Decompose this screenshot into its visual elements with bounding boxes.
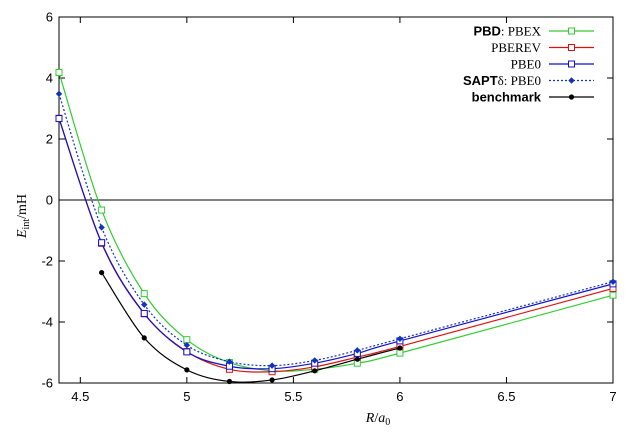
series-line	[58, 118, 614, 373]
data-point	[226, 378, 233, 385]
data-point	[312, 368, 318, 374]
legend-label: PBD: PBEX	[473, 24, 541, 39]
legend-swatch-marker	[568, 60, 575, 68]
legend-label: PBEREV	[491, 40, 541, 55]
legend-swatch-marker	[568, 94, 575, 100]
x-tick-label: 6.5	[497, 389, 515, 404]
y-tick-label: 6	[46, 10, 53, 25]
data-point	[183, 341, 191, 349]
legend-entry: benchmark	[472, 90, 594, 105]
data-point	[354, 347, 361, 354]
legend-entry: PBE0	[511, 57, 594, 72]
data-point	[268, 362, 276, 369]
data-point	[311, 357, 318, 364]
data-point	[98, 239, 106, 247]
data-point	[397, 345, 403, 351]
y-tick-label: 2	[46, 132, 53, 147]
data-point	[141, 335, 147, 341]
y-axis-label: Eint/mH	[15, 194, 32, 239]
series-4	[99, 269, 403, 385]
series-0	[55, 69, 617, 375]
y-tick-label: -2	[41, 254, 53, 269]
legend-label: benchmark	[472, 90, 542, 105]
y-tick-label: -6	[41, 376, 53, 391]
data-point	[140, 290, 148, 298]
x-tick-label: 4.5	[71, 389, 89, 404]
axis-labels: Eint/mH R/a0	[15, 194, 390, 428]
data-point	[184, 367, 190, 373]
series-line	[58, 93, 614, 367]
x-tick-label: 6	[396, 389, 403, 404]
legend-entry: PBD: PBEX	[473, 24, 594, 39]
series-group	[55, 69, 617, 385]
legend-entry: SAPTδ: PBE0	[463, 73, 594, 88]
data-point	[55, 69, 63, 77]
y-tick-label: -4	[41, 315, 53, 330]
legend-swatch-marker	[568, 77, 575, 84]
data-point	[140, 309, 148, 317]
legend-entry: PBEREV	[491, 40, 594, 55]
y-tick-label: 4	[46, 71, 53, 86]
data-point	[98, 224, 105, 231]
data-point	[141, 301, 148, 308]
data-point	[183, 336, 191, 344]
series-1	[55, 114, 617, 376]
data-point	[609, 278, 617, 285]
legend-swatch-marker	[568, 44, 575, 51]
data-point	[396, 349, 404, 357]
legend-label: SAPTδ: PBE0	[463, 73, 541, 88]
data-point	[55, 90, 63, 98]
data-point	[609, 291, 617, 299]
legend-label: PBE0	[511, 57, 541, 72]
data-point	[354, 356, 360, 362]
axis-ticks: 4.5 5 5.5 6 6.5 7 -6 -4 -2 0 2 4 6	[41, 10, 616, 405]
data-point	[98, 206, 106, 214]
data-point	[226, 358, 233, 365]
series-line	[58, 118, 614, 370]
series-line	[58, 72, 614, 372]
data-point	[99, 269, 105, 276]
data-point	[55, 115, 63, 123]
y-tick-label: 0	[46, 193, 53, 208]
data-point	[396, 335, 404, 342]
data-point	[269, 377, 275, 383]
x-tick-label: 5.5	[284, 389, 302, 404]
x-axis-label: R/a0	[365, 411, 390, 428]
x-tick-label: 5	[183, 389, 190, 404]
series-3	[55, 90, 617, 369]
legend-swatch-marker	[568, 27, 575, 35]
data-point	[183, 348, 191, 356]
x-tick-label: 7	[609, 389, 616, 404]
